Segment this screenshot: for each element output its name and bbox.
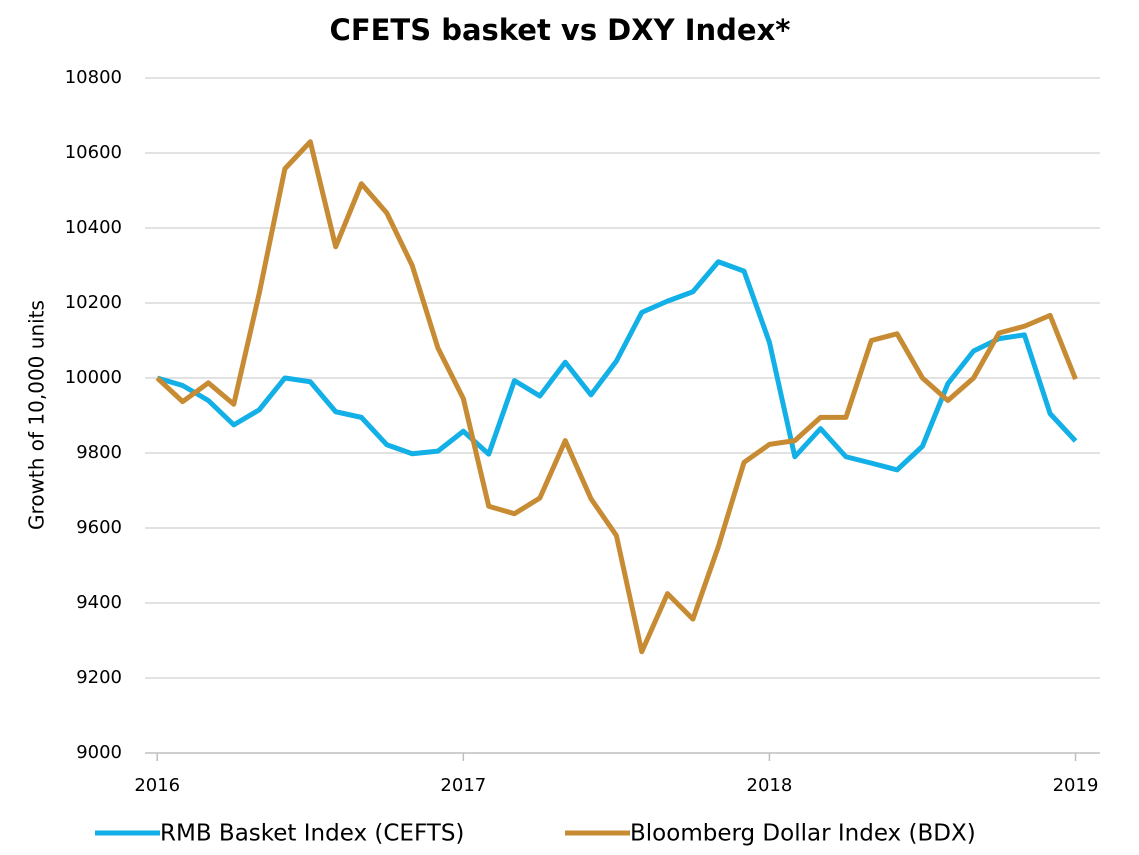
x-tick-label: 2017 bbox=[440, 775, 486, 796]
y-tick-label: 10600 bbox=[65, 142, 122, 163]
y-tick-label: 10400 bbox=[65, 217, 122, 238]
y-tick-label: 9600 bbox=[76, 517, 122, 538]
y-tick-label: 9800 bbox=[76, 442, 122, 463]
y-tick-label: 10200 bbox=[65, 292, 122, 313]
y-axis-label: Growth of 10,000 units bbox=[25, 300, 49, 530]
y-tick-label: 9400 bbox=[76, 592, 122, 613]
x-tick-label: 2016 bbox=[134, 775, 180, 796]
y-tick-label: 10000 bbox=[65, 367, 122, 388]
legend-label: Bloomberg Dollar Index (BDX) bbox=[630, 821, 976, 847]
data-line bbox=[156, 259, 1078, 473]
x-tick-label: 2019 bbox=[1053, 775, 1099, 796]
legend-label: RMB Basket Index (CEFTS) bbox=[160, 821, 464, 847]
y-tick-label: 9000 bbox=[76, 742, 122, 763]
x-tick-label: 2018 bbox=[747, 775, 793, 796]
y-tick-label: 9200 bbox=[76, 667, 122, 688]
data-line bbox=[155, 139, 1078, 655]
chart-title: CFETS basket vs DXY Index* bbox=[330, 13, 791, 47]
y-tick-label: 10800 bbox=[65, 67, 122, 88]
